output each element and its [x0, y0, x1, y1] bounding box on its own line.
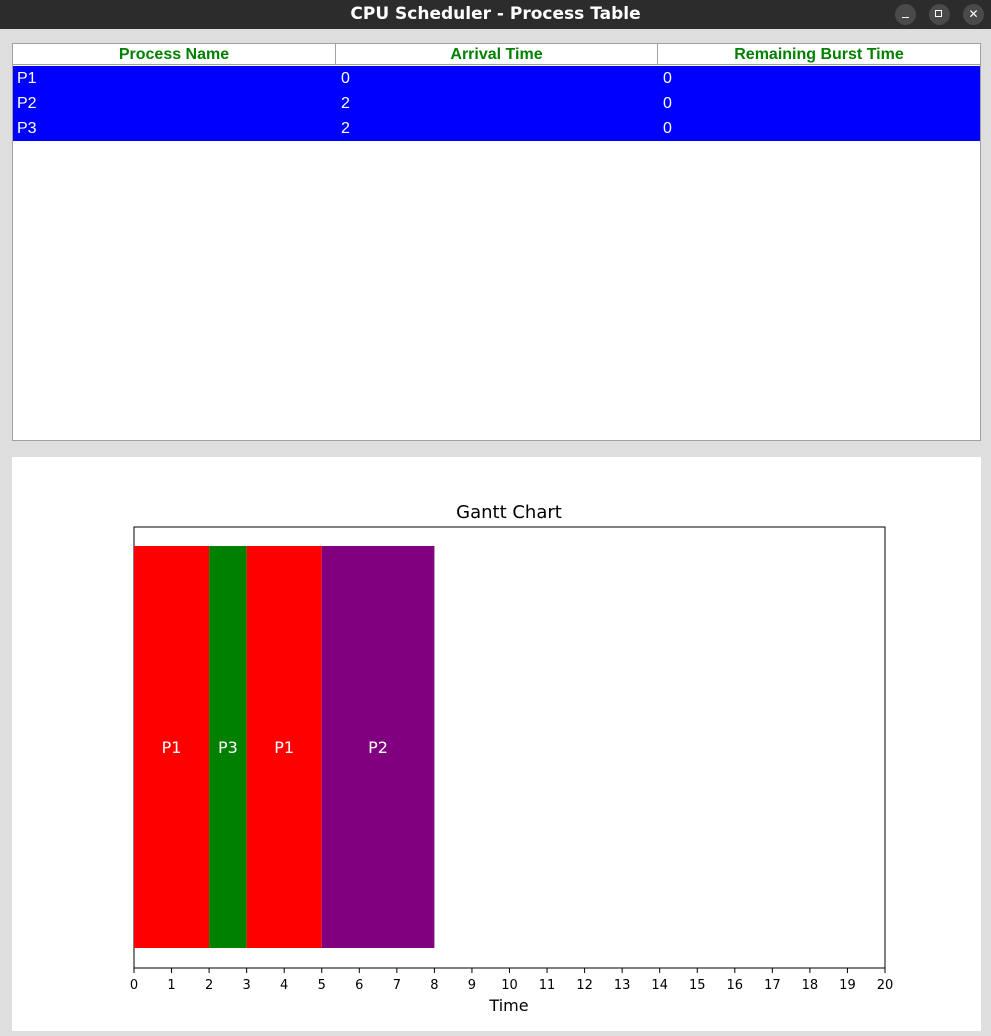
minimize-icon: [902, 17, 909, 18]
x-tick-label: 11: [539, 978, 556, 993]
cell-arrival-time: 2: [341, 95, 350, 112]
table-header: Process Name Arrival Time Remaining Burs…: [13, 44, 981, 66]
x-tick-label: 18: [802, 978, 819, 993]
gantt-bar-p3: [209, 546, 247, 948]
close-button[interactable]: ✕: [963, 4, 984, 25]
column-header-process-name[interactable]: Process Name: [13, 44, 336, 65]
minimize-button[interactable]: [895, 4, 916, 25]
x-tick-label: 19: [839, 978, 856, 993]
gantt-chart: Gantt Chart P1 P3 P1 P2 0 1 2 3 4 5 6 7 8 9 10 11 12 13 1…: [130, 502, 893, 1015]
gantt-bar-label: P1: [162, 738, 182, 757]
x-tick-label: 17: [764, 978, 781, 993]
gantt-bar-p1: [134, 546, 210, 948]
x-axis-ticks: 0 1 2 3 4 5 6 7 8 9 10 11 12 13 14 15 16 17 18 19 20: [130, 968, 893, 993]
table-row[interactable]: P1 0 0: [13, 66, 980, 91]
gantt-chart-panel: Gantt Chart P1 P3 P1 P2 0 1 2 3 4 5 6 7 8 9 10 11 12 13 1…: [12, 457, 981, 1031]
x-tick-label: 6: [355, 978, 363, 993]
gantt-bar-label: P3: [218, 738, 238, 757]
cell-process-name: P3: [17, 120, 37, 137]
column-header-arrival-time[interactable]: Arrival Time: [336, 44, 658, 65]
cell-arrival-time: 0: [341, 70, 350, 87]
x-tick-label: 1: [167, 978, 175, 993]
table-row[interactable]: P3 2 0: [13, 116, 980, 141]
x-tick-label: 10: [501, 978, 518, 993]
x-tick-label: 14: [651, 978, 668, 993]
x-tick-label: 16: [727, 978, 744, 993]
bars-layer: P1 P3 P1 P2: [134, 546, 435, 948]
x-tick-label: 3: [243, 978, 251, 993]
x-tick-label: 9: [468, 978, 476, 993]
gantt-bar-label: P1: [274, 738, 294, 757]
x-tick-label: 7: [393, 978, 401, 993]
x-axis-label: Time: [488, 996, 528, 1015]
x-tick-label: 4: [280, 978, 288, 993]
cell-arrival-time: 2: [341, 120, 350, 137]
gantt-bar-label: P2: [368, 738, 388, 757]
process-table[interactable]: Process Name Arrival Time Remaining Burs…: [12, 43, 981, 441]
x-tick-label: 0: [130, 978, 138, 993]
cell-remaining-burst-time: 0: [663, 95, 672, 112]
x-tick-label: 8: [430, 978, 438, 993]
title-bar: CPU Scheduler - Process Table ✕: [0, 0, 991, 29]
gantt-bar-p2: [321, 546, 435, 948]
x-tick-label: 5: [318, 978, 326, 993]
window-title: CPU Scheduler - Process Table: [350, 4, 641, 24]
x-tick-label: 13: [614, 978, 631, 993]
column-header-remaining-burst-time[interactable]: Remaining Burst Time: [658, 44, 981, 65]
gantt-bar-p1: [246, 546, 322, 948]
maximize-icon: [935, 10, 942, 17]
x-tick-label: 2: [205, 978, 213, 993]
x-tick-label: 15: [689, 978, 706, 993]
x-tick-label: 12: [576, 978, 593, 993]
cell-process-name: P2: [17, 95, 37, 112]
maximize-button[interactable]: [929, 4, 950, 25]
x-tick-label: 20: [877, 978, 894, 993]
cell-remaining-burst-time: 0: [663, 120, 672, 137]
cell-process-name: P1: [17, 70, 37, 87]
close-icon: ✕: [968, 7, 979, 21]
chart-title: Gantt Chart: [456, 502, 562, 523]
cell-remaining-burst-time: 0: [663, 70, 672, 87]
table-row[interactable]: P2 2 0: [13, 91, 980, 116]
